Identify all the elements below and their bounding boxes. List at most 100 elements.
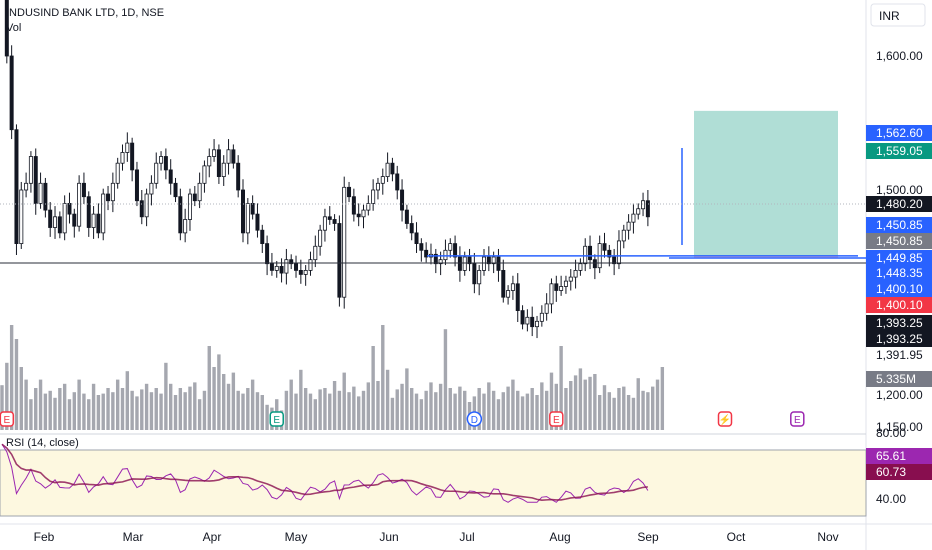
volume-bar	[159, 393, 163, 430]
candle	[453, 243, 458, 258]
candle	[154, 162, 159, 184]
price-area[interactable]	[0, 0, 866, 432]
price-label: 1,200.00	[876, 388, 923, 402]
volume-label[interactable]: Vol	[6, 22, 21, 34]
volume-bar	[289, 379, 293, 430]
event-markers[interactable]: E E D E ⚡ E	[0, 411, 805, 427]
event-marker	[0, 411, 15, 427]
volume-bar	[337, 390, 342, 430]
price-label: 1,393.25	[876, 316, 923, 330]
volume-bar	[578, 368, 583, 430]
candle	[404, 209, 409, 224]
volume-bar	[525, 393, 530, 430]
time-tick-label: Jun	[379, 530, 398, 544]
candle	[265, 243, 270, 265]
drawings[interactable]	[0, 148, 866, 264]
volume-bar	[549, 372, 554, 430]
volume-bar	[135, 396, 139, 430]
volume-bar	[564, 388, 568, 430]
volume-bar	[453, 393, 457, 430]
price-label: 1,391.95	[876, 348, 923, 362]
candle	[168, 169, 173, 184]
volume-bar	[651, 386, 655, 430]
candle	[269, 263, 274, 271]
candle	[294, 263, 299, 271]
candle	[563, 280, 568, 287]
time-axis[interactable]: Feb Mar Apr May Jun Jul Aug Sep Oct Nov	[34, 530, 839, 544]
price-label-box	[866, 281, 932, 297]
price-label-box	[866, 315, 932, 331]
volume-bar	[376, 381, 380, 430]
volume-bar	[62, 383, 67, 430]
time-tick-label: Jul	[459, 530, 474, 544]
volume-bar	[226, 383, 231, 430]
time-tick-label: Oct	[727, 530, 746, 544]
candle	[515, 283, 520, 311]
candle	[583, 245, 588, 265]
price-label: 1,559.05	[876, 144, 923, 158]
volume-bar	[9, 325, 14, 430]
symbol-title[interactable]: INDUSIND BANK LTD, 1D, NSE	[6, 7, 164, 19]
volume-bar	[641, 390, 645, 430]
candle	[255, 213, 260, 231]
volume-bar	[448, 388, 452, 430]
candle	[448, 243, 453, 251]
candle	[197, 182, 202, 202]
volume-bar	[593, 374, 597, 430]
price-label-box	[866, 217, 932, 233]
candle	[221, 162, 226, 177]
candle	[332, 219, 337, 224]
volume-bar	[597, 395, 602, 430]
currency-button[interactable]	[870, 3, 926, 27]
candle	[477, 269, 482, 285]
volume-bar	[535, 395, 539, 430]
volume-bar	[544, 390, 549, 430]
candle	[187, 193, 192, 220]
candle	[506, 290, 511, 298]
price-label: 1,449.85	[876, 251, 923, 265]
volume-bar	[149, 392, 154, 430]
candle	[24, 182, 29, 191]
volume-bar	[72, 392, 76, 430]
volume-bar	[328, 393, 332, 430]
candle	[602, 243, 607, 251]
volume-bar	[212, 367, 216, 430]
volume-bar	[631, 397, 636, 430]
volume-bar	[197, 399, 202, 430]
candle	[491, 256, 496, 265]
candle	[400, 189, 405, 211]
rsi-label[interactable]: RSI (14, close)	[6, 437, 79, 449]
candle	[496, 256, 501, 271]
candle	[274, 265, 279, 271]
time-tick-label: Feb	[34, 530, 55, 544]
position-tool[interactable]	[694, 110, 838, 258]
volume-bar	[342, 372, 346, 430]
volume-bar	[390, 397, 395, 430]
candle	[559, 286, 564, 291]
candle	[178, 196, 183, 234]
volume-bar	[516, 390, 520, 430]
candle	[115, 162, 120, 184]
candle	[337, 223, 342, 298]
price-labels: 1,562.60 1,559.05 1,480.20 1,450.85 1,450.85…	[866, 125, 932, 434]
price-tick-label: 1,500.00	[876, 183, 923, 197]
candle	[192, 193, 197, 202]
candle	[279, 265, 284, 274]
currency-label[interactable]: INR	[879, 9, 900, 23]
candle	[385, 162, 390, 177]
event-marker	[269, 411, 284, 427]
volume-bar	[130, 390, 134, 430]
candle	[33, 156, 38, 204]
volume-bar	[120, 388, 125, 430]
rsi-ticks: 80.00 40.00	[876, 426, 906, 506]
candle	[361, 209, 366, 218]
candle	[380, 176, 385, 184]
event-marker-letter: ⚡	[719, 413, 731, 426]
volume-bar	[87, 399, 91, 430]
candle	[53, 216, 58, 228]
candle	[588, 245, 593, 261]
candle	[525, 316, 530, 325]
candle	[612, 256, 617, 265]
candle	[501, 269, 506, 298]
